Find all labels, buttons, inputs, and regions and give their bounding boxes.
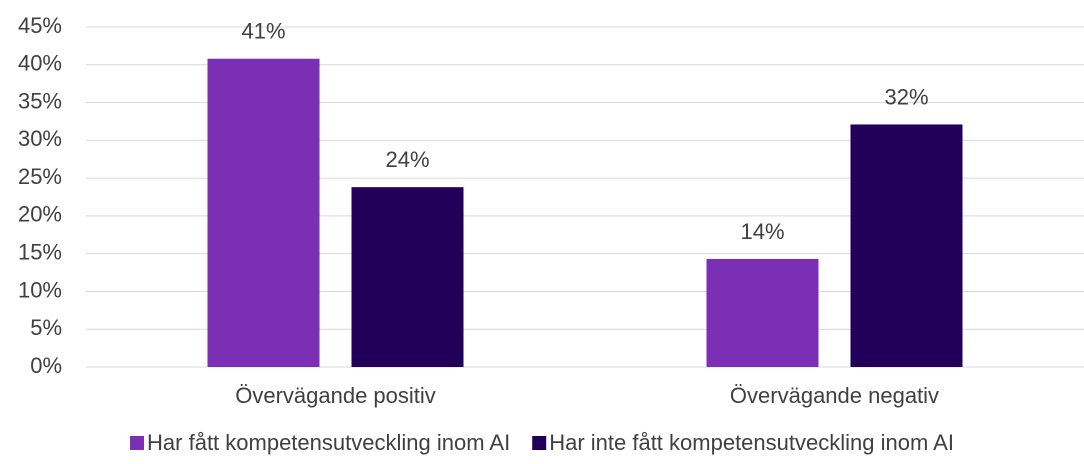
x-tick-label: Övervägande positiv <box>235 383 436 408</box>
legend-marker <box>130 436 145 450</box>
y-tick-label: 25% <box>18 164 62 189</box>
bar <box>850 124 963 367</box>
legend-label: Har fått kompetensutveckling inom AI <box>147 430 510 455</box>
y-tick-label: 0% <box>30 353 62 378</box>
y-tick-label: 30% <box>18 126 62 151</box>
x-tick-label: Övervägande negativ <box>730 383 939 408</box>
y-tick-label: 45% <box>18 13 62 38</box>
y-tick-label: 20% <box>18 202 62 227</box>
data-label: 24% <box>385 147 429 172</box>
data-label: 32% <box>884 84 928 109</box>
bar <box>207 58 320 367</box>
bar <box>351 187 464 367</box>
y-tick-label: 5% <box>30 315 62 340</box>
data-label: 14% <box>740 219 784 244</box>
y-tick-label: 10% <box>18 277 62 302</box>
bar <box>706 258 819 367</box>
legend-label: Har inte fått kompetensutveckling inom A… <box>549 430 954 455</box>
y-tick-label: 40% <box>18 51 62 76</box>
y-tick-label: 35% <box>18 88 62 113</box>
y-tick-label: 15% <box>18 239 62 264</box>
data-label: 41% <box>241 19 285 44</box>
legend-marker <box>532 436 547 450</box>
